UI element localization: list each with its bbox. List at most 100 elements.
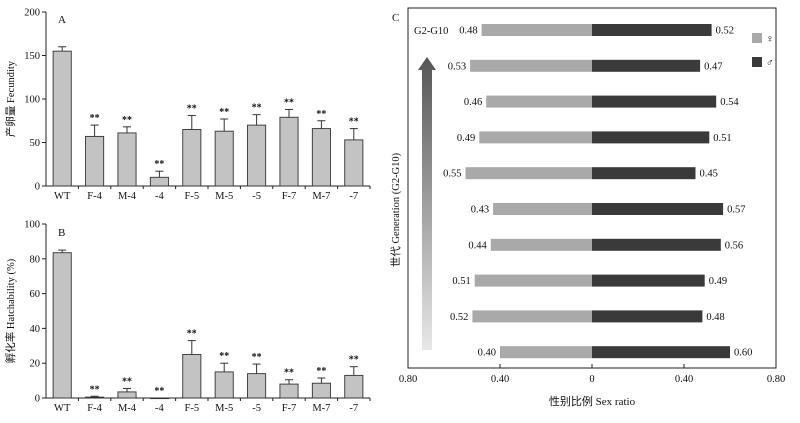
female-value-label: 0.49 bbox=[457, 133, 475, 144]
panel-a-xtick-label: M-7 bbox=[312, 191, 330, 202]
panel-a-bar bbox=[149, 176, 169, 187]
legend-female-label: ♀ bbox=[766, 34, 774, 45]
female-value-label: 0.53 bbox=[448, 61, 466, 72]
female-value-label: 0.51 bbox=[452, 276, 470, 287]
panel-b-ylabel: 孵化率 Hatchability (%) bbox=[4, 258, 17, 363]
panel-b-xtick-label: WT bbox=[54, 403, 71, 414]
panel-c-xtick-label: 0.40 bbox=[491, 374, 509, 385]
female-bar bbox=[465, 167, 592, 180]
panel-b-significance: ** bbox=[284, 368, 294, 379]
panel-a-bar bbox=[182, 128, 202, 187]
female-value-label: 0.40 bbox=[478, 348, 496, 359]
female-value-label: 0.44 bbox=[468, 240, 487, 251]
panel-b-xtick-label: F-5 bbox=[185, 403, 200, 414]
panel-b-bar bbox=[344, 374, 364, 399]
panel-a-xtick-label: -5 bbox=[252, 191, 261, 202]
panel-c-xlabel: 性别比例 Sex ratio bbox=[549, 394, 636, 408]
panel-b-significance: ** bbox=[349, 355, 359, 366]
panel-b-bar bbox=[85, 396, 105, 399]
panel-a-xtick-label: F-7 bbox=[282, 191, 297, 202]
panel-a-bar bbox=[279, 116, 299, 187]
panel-b-bar bbox=[279, 383, 299, 399]
panel-a-ytick-label: 0 bbox=[35, 182, 40, 193]
male-value-label: 0.48 bbox=[706, 312, 724, 323]
panel-c-bars: 0.48 0.52 0.53 0.47 0.46 0.54 0.49 0.51 0.55 0.45… bbox=[443, 24, 752, 359]
female-value-label: 0.46 bbox=[464, 97, 482, 108]
male-value-label: 0.49 bbox=[709, 276, 727, 287]
legend-male-swatch bbox=[752, 57, 762, 67]
panel-a-bar bbox=[117, 132, 137, 187]
male-bar bbox=[592, 24, 712, 36]
panel-a-bars: ** ** ** ** ** ** ** ** ** bbox=[52, 46, 364, 187]
panel-b-ytick-label: 100 bbox=[24, 220, 40, 231]
panel-b-xtick-label: -4 bbox=[155, 403, 164, 414]
panel-b-xtick-label: -5 bbox=[252, 403, 261, 414]
panel-c-legend: ♀♂ bbox=[752, 33, 774, 69]
male-bar bbox=[592, 310, 703, 323]
female-bar bbox=[472, 310, 592, 323]
male-bar bbox=[592, 59, 701, 72]
panel-b-ytick-label: 20 bbox=[30, 359, 41, 370]
panel-b-ytick-label: 80 bbox=[30, 254, 41, 265]
panel-b-significance: ** bbox=[316, 366, 326, 377]
panel-a-significance: ** bbox=[219, 107, 229, 118]
panel-a-bar bbox=[344, 139, 364, 187]
panel-a-bar bbox=[311, 128, 331, 187]
male-value-label: 0.52 bbox=[716, 26, 734, 37]
panel-c-xtick-label: 0.80 bbox=[767, 374, 785, 385]
male-bar bbox=[592, 167, 696, 180]
panel-b-bar bbox=[52, 252, 72, 399]
panel-a-xtick-label: F-4 bbox=[87, 191, 102, 202]
female-bar bbox=[481, 24, 592, 36]
panel-b-significance: ** bbox=[154, 386, 164, 397]
male-bar bbox=[592, 274, 705, 287]
panel-b-significance: ** bbox=[219, 351, 229, 362]
panel-a-bar bbox=[214, 130, 234, 187]
female-bar bbox=[493, 203, 592, 215]
panel-b-label: B bbox=[58, 227, 65, 239]
panel-b-ticks: 0 20 40 60 80 100 WT F-4 M-4 -4 F-5 M-5 -5 F-7 M-7 -7 bbox=[24, 220, 371, 414]
panel-c-ticks: 0.80 0.40 0 0.40 0.80 bbox=[399, 364, 785, 385]
panel-c-label: C bbox=[392, 12, 399, 24]
male-value-label: 0.54 bbox=[720, 97, 739, 108]
generation-arrow bbox=[418, 57, 436, 350]
male-value-label: 0.60 bbox=[734, 348, 752, 359]
panel-c-ylabel: 世代 Generation (G2-G10) bbox=[390, 152, 402, 267]
panel-a-xtick-label: M-5 bbox=[215, 191, 233, 202]
male-value-label: 0.57 bbox=[727, 205, 745, 216]
panel-a-ytick-label: 150 bbox=[24, 51, 40, 62]
panel-b-bars: ** ** ** ** ** ** ** ** ** bbox=[52, 249, 364, 400]
panel-a-xtick-label: F-5 bbox=[185, 191, 200, 202]
female-value-label: 0.52 bbox=[450, 312, 468, 323]
panel-b-ytick-label: 40 bbox=[30, 324, 41, 335]
panel-b: B 孵化率 Hatchability (%) 0 20 40 60 80 100 WT F-4… bbox=[4, 220, 371, 414]
female-bar bbox=[470, 59, 592, 72]
panel-c: C G2-G10 世代 Generation (G2-G10) 性别比例 Sex… bbox=[390, 7, 785, 408]
male-value-label: 0.45 bbox=[700, 169, 718, 180]
panel-c-top-row-label: G2-G10 bbox=[414, 26, 448, 37]
panel-b-bar bbox=[214, 371, 234, 399]
female-value-label: 0.43 bbox=[471, 205, 489, 216]
male-value-label: 0.47 bbox=[704, 61, 722, 72]
male-bar bbox=[592, 131, 710, 144]
panel-b-xtick-label: -7 bbox=[349, 403, 358, 414]
female-value-label: 0.55 bbox=[443, 169, 461, 180]
panel-b-significance: ** bbox=[187, 329, 197, 340]
panel-a-significance: ** bbox=[154, 159, 164, 170]
legend-female-swatch bbox=[752, 33, 762, 43]
panel-a-ytick-label: 50 bbox=[30, 138, 41, 149]
panel-b-xtick-label: F-7 bbox=[282, 403, 297, 414]
panel-a-significance: ** bbox=[122, 115, 132, 126]
panel-c-xtick-label: 0.40 bbox=[675, 374, 693, 385]
panel-b-xtick-label: F-4 bbox=[87, 403, 102, 414]
panel-a-xtick-label: M-4 bbox=[118, 191, 137, 202]
panel-a-label: A bbox=[58, 14, 66, 26]
panel-b-significance: ** bbox=[122, 376, 132, 387]
panel-b-significance: ** bbox=[252, 352, 262, 363]
female-bar bbox=[479, 131, 592, 144]
panel-b-significance: ** bbox=[90, 384, 100, 395]
panel-a-significance: ** bbox=[316, 109, 326, 120]
male-value-label: 0.51 bbox=[713, 133, 731, 144]
panel-a-ytick-label: 200 bbox=[24, 8, 40, 19]
